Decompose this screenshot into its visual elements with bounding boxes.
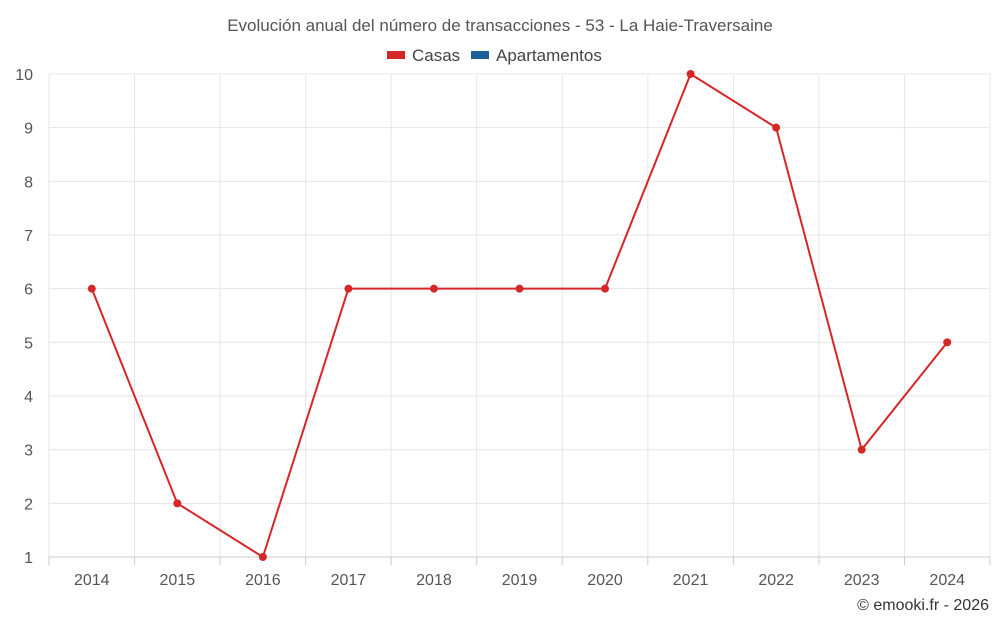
x-tick-label: 2023 xyxy=(844,572,880,589)
y-tick-label: 1 xyxy=(24,550,33,567)
data-point-casas[interactable] xyxy=(429,284,438,293)
legend-swatch-casas xyxy=(387,51,405,59)
credit-text: © emooki.fr - 2026 xyxy=(857,597,989,614)
x-tick-label: 2021 xyxy=(673,572,709,589)
x-tick-label: 2016 xyxy=(245,572,281,589)
y-tick-label: 9 xyxy=(24,121,33,138)
legend: Casas Apartamentos xyxy=(387,46,602,65)
data-point-casas[interactable] xyxy=(686,70,695,78)
data-point-casas[interactable] xyxy=(258,553,267,561)
data-point-casas[interactable] xyxy=(344,284,353,293)
legend-label-casas[interactable]: Casas xyxy=(412,46,460,65)
x-tick-label: 2022 xyxy=(758,572,794,589)
y-tick-label: 2 xyxy=(24,496,33,513)
data-point-casas[interactable] xyxy=(772,123,781,132)
x-tick-label: 2024 xyxy=(929,572,965,589)
y-tick-label: 10 xyxy=(15,67,33,84)
y-tick-label: 7 xyxy=(24,228,33,245)
data-point-casas[interactable] xyxy=(601,284,610,293)
y-tick-label: 5 xyxy=(24,335,33,352)
x-tick-label: 2017 xyxy=(331,572,367,589)
data-point-casas[interactable] xyxy=(515,284,524,293)
y-tick-label: 4 xyxy=(24,389,33,406)
y-tick-label: 3 xyxy=(24,443,33,460)
y-tick-label: 8 xyxy=(24,174,33,191)
x-tick-label: 2020 xyxy=(587,572,623,589)
x-tick-label: 2014 xyxy=(74,572,110,589)
data-point-casas[interactable] xyxy=(173,499,182,508)
x-tick-label: 2019 xyxy=(502,572,538,589)
y-tick-label: 6 xyxy=(24,282,33,299)
x-tick-label: 2018 xyxy=(416,572,452,589)
x-tick-label: 2015 xyxy=(160,572,196,589)
data-point-casas[interactable] xyxy=(87,284,96,293)
axes xyxy=(48,556,991,565)
grid xyxy=(48,73,991,557)
data-point-casas[interactable] xyxy=(857,445,866,454)
chart-title: Evolución anual del número de transaccio… xyxy=(227,16,773,35)
legend-swatch-apartamentos xyxy=(471,51,489,59)
data-point-casas[interactable] xyxy=(943,338,952,347)
series xyxy=(87,70,952,561)
tick-labels: 1 2 3 4 5 6 7 8 9 10 2014 2015 2016 2017 2018 2019 2020 2… xyxy=(15,67,965,589)
legend-label-apartamentos[interactable]: Apartamentos xyxy=(496,46,602,65)
